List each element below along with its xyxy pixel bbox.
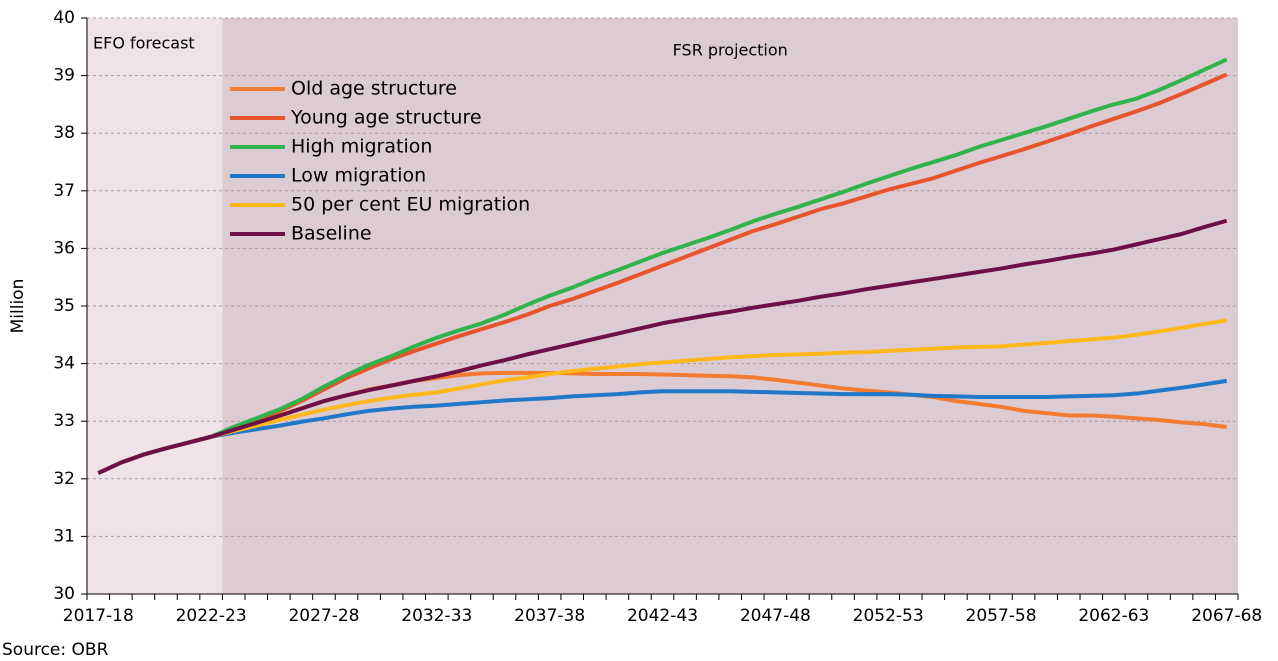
x-tick-label: 2047-48 bbox=[740, 606, 811, 626]
x-tick-label: 2042-43 bbox=[627, 606, 698, 626]
y-tick-label: 34 bbox=[53, 354, 75, 374]
y-tick-label: 31 bbox=[53, 526, 75, 546]
x-tick-label: 2032-33 bbox=[401, 606, 472, 626]
legend-label: Low migration bbox=[291, 165, 426, 187]
x-tick-label: 2037-38 bbox=[514, 606, 585, 626]
y-tick-label: 38 bbox=[53, 123, 75, 143]
x-tick-label: 2067-68 bbox=[1191, 606, 1262, 626]
y-tick-label: 37 bbox=[53, 181, 75, 201]
region-label: FSR projection bbox=[673, 41, 788, 60]
x-tick-label: 2052-53 bbox=[853, 606, 924, 626]
legend-label: Young age structure bbox=[290, 107, 482, 129]
x-tick-label: 2057-58 bbox=[966, 606, 1037, 626]
series-line bbox=[97, 218, 1228, 475]
legend-label: Old age structure bbox=[291, 78, 457, 100]
y-tick-label: 30 bbox=[53, 584, 75, 604]
series-line bbox=[97, 318, 1228, 475]
legend-label: 50 per cent EU migration bbox=[291, 194, 530, 216]
x-tick-label: 2022-23 bbox=[176, 606, 247, 626]
source: Source: OBR bbox=[2, 640, 109, 660]
y-tick-label: 33 bbox=[53, 411, 75, 431]
series-line bbox=[97, 378, 1228, 475]
legend-label: Baseline bbox=[291, 223, 372, 245]
x-tick-label: 2027-28 bbox=[288, 606, 359, 626]
y-tick-label: 36 bbox=[53, 238, 75, 258]
y-tick-label: 39 bbox=[53, 66, 75, 86]
y-axis-label: Million bbox=[8, 279, 28, 334]
x-tick-label: 2062-63 bbox=[1078, 606, 1149, 626]
y-tick-label: 40 bbox=[53, 8, 75, 28]
legend-label: High migration bbox=[291, 136, 432, 158]
x-tick-label: 2017-18 bbox=[63, 606, 134, 626]
region-label: EFO forecast bbox=[93, 34, 195, 53]
y-tick-label: 35 bbox=[53, 296, 75, 316]
series-line bbox=[97, 57, 1228, 475]
y-tick-label: 32 bbox=[53, 469, 75, 489]
